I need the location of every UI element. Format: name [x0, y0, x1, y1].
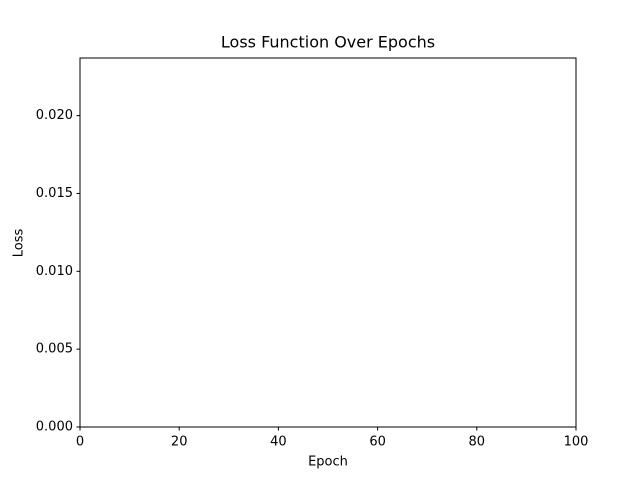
- x-tick-label: 60: [369, 435, 386, 450]
- x-tick-label: 20: [171, 435, 188, 450]
- x-tick-label: 0: [76, 435, 84, 450]
- x-tick-label: 40: [270, 435, 287, 450]
- y-tick-label: 0.020: [36, 108, 73, 123]
- x-tick-label: 80: [469, 435, 486, 450]
- y-axis-label: Loss: [12, 229, 27, 258]
- chart-title: Loss Function Over Epochs: [221, 33, 435, 52]
- y-tick-label: 0.015: [36, 186, 73, 201]
- y-tick-label: 0.005: [36, 342, 73, 357]
- axes-frame: [79, 57, 577, 428]
- y-tick-label: 0.010: [36, 264, 73, 279]
- x-tick-label: 100: [564, 435, 589, 450]
- x-axis-label: Epoch: [308, 455, 348, 470]
- y-tick-label: 0.000: [36, 420, 73, 435]
